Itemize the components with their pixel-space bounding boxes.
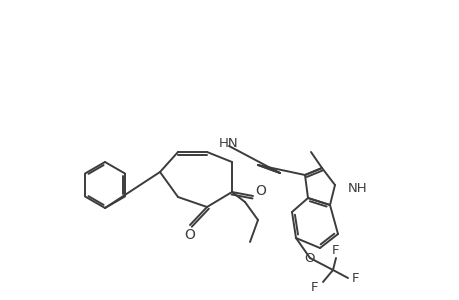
Text: O: O	[255, 184, 266, 198]
Text: O: O	[184, 228, 195, 242]
Text: NH: NH	[347, 182, 367, 196]
Text: F: F	[352, 272, 359, 284]
Text: F: F	[331, 244, 339, 257]
Text: F: F	[311, 281, 318, 295]
Text: O: O	[304, 251, 314, 265]
Text: HN: HN	[218, 136, 238, 149]
